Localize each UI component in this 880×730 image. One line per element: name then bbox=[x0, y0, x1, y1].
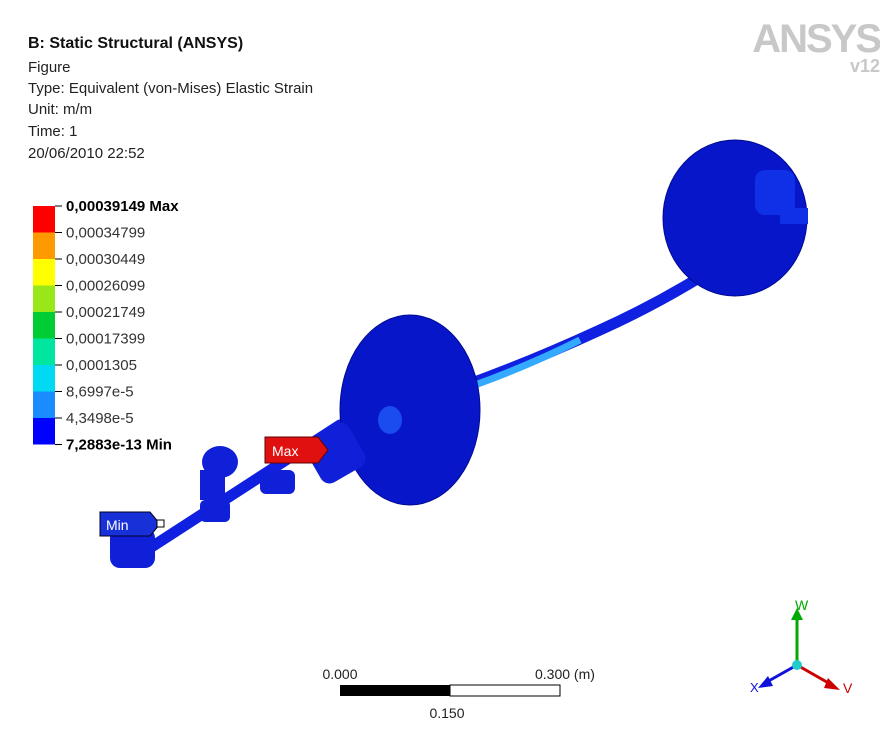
triad-x: X bbox=[750, 680, 759, 695]
legend-label: 0,00030449 bbox=[66, 251, 145, 268]
legend-band bbox=[33, 418, 55, 445]
header-line: 20/06/2010 22:52 bbox=[28, 145, 145, 162]
legend-band bbox=[33, 339, 55, 366]
triad-w: W bbox=[795, 597, 809, 613]
legend-label: 7,2883e-13 Min bbox=[66, 437, 172, 454]
model bbox=[110, 140, 808, 568]
header-line: Time: 1 bbox=[28, 123, 77, 140]
legend-band bbox=[33, 365, 55, 392]
legend-label: 8,6997e-5 bbox=[66, 384, 134, 401]
max-probe: Max bbox=[265, 437, 328, 463]
legend-label: 4,3498e-5 bbox=[66, 410, 134, 427]
legend-band bbox=[33, 312, 55, 339]
graphics-view: B: Static Structural (ANSYS) Figure Type… bbox=[0, 0, 880, 730]
scale-bar: 0.000 0.300 (m) 0.150 bbox=[322, 666, 594, 721]
header-line: Figure bbox=[28, 59, 71, 76]
triad: W X V bbox=[750, 597, 853, 696]
header-line: Type: Equivalent (von-Mises) Elastic Str… bbox=[28, 80, 313, 97]
legend-band bbox=[33, 392, 55, 419]
legend-label: 0,0001305 bbox=[66, 357, 137, 374]
legend-label: 0,00026099 bbox=[66, 278, 145, 295]
scale-end: 0.300 (m) bbox=[535, 666, 595, 682]
legend-label: 0,00017399 bbox=[66, 331, 145, 348]
title: B: Static Structural (ANSYS) bbox=[28, 35, 243, 52]
legend: 0,00039149 Max 0,00034799 0,00030449 0,0002… bbox=[33, 198, 179, 454]
legend-label: 0,00034799 bbox=[66, 225, 145, 242]
legend-label: 0,00021749 bbox=[66, 304, 145, 321]
min-label: Min bbox=[106, 517, 129, 533]
logo-name: ANSYS bbox=[752, 17, 880, 61]
legend-band bbox=[33, 286, 55, 313]
header-line: Unit: m/m bbox=[28, 101, 92, 118]
legend-label: 0,00039149 Max bbox=[66, 198, 179, 215]
legend-band bbox=[33, 233, 55, 260]
logo-version: v12 bbox=[850, 56, 880, 76]
legend-band bbox=[33, 259, 55, 286]
scale-middle: 0.150 bbox=[429, 705, 464, 721]
legend-band bbox=[33, 206, 55, 233]
scale-start: 0.000 bbox=[322, 666, 357, 682]
triad-v: V bbox=[843, 680, 853, 696]
viewport: B: Static Structural (ANSYS) Figure Type… bbox=[0, 0, 880, 730]
max-label: Max bbox=[272, 443, 298, 459]
min-probe: Min bbox=[100, 512, 164, 536]
